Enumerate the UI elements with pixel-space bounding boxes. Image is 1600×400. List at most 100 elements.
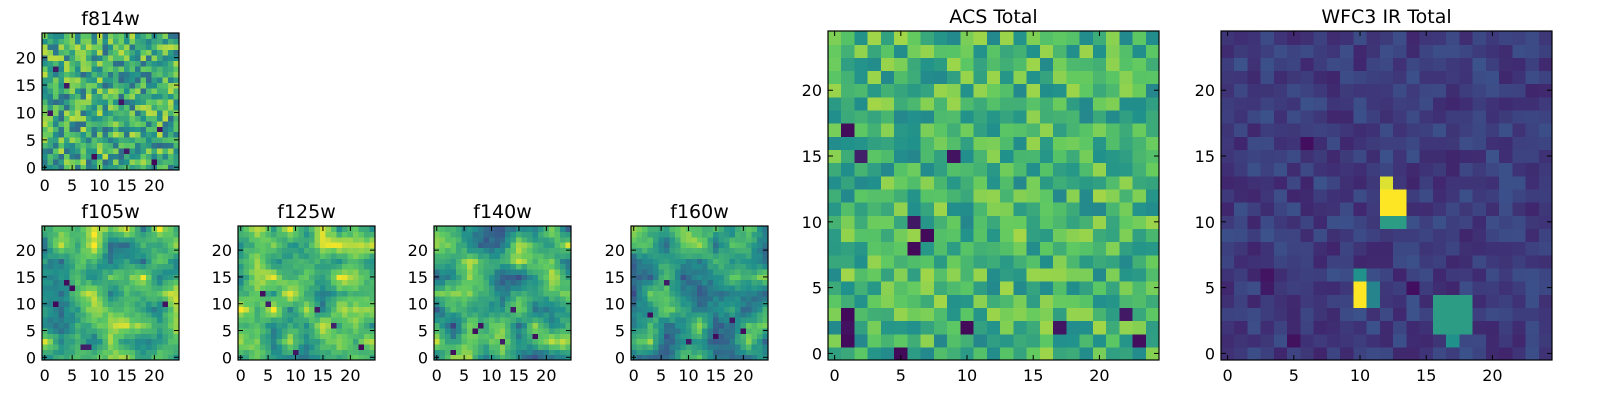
heatmap-cell [1353, 70, 1368, 85]
heatmap-cell [102, 242, 109, 249]
heatmap-cell [91, 338, 98, 345]
heatmap-cell [107, 295, 114, 302]
heatmap-cell [841, 149, 856, 164]
heatmap-cell [1079, 96, 1094, 111]
heatmap-cell [281, 242, 288, 249]
heatmap-cell [74, 93, 81, 100]
heatmap-cell [135, 115, 142, 122]
heatmap-cell [342, 231, 349, 238]
heatmap-cell [151, 317, 158, 324]
heatmap-cell [757, 349, 764, 356]
heatmap-cell [74, 120, 81, 127]
heatmap-cell [907, 136, 922, 151]
heatmap-cell [342, 284, 349, 291]
heatmap-cell [129, 279, 136, 286]
heatmap-cell [434, 322, 441, 329]
heatmap-cell [162, 109, 169, 116]
heatmap-cell [466, 284, 473, 291]
heatmap-cell [477, 301, 484, 307]
heatmap-cell [516, 295, 523, 302]
heatmap-cell [565, 252, 572, 259]
heatmap-cell [1106, 228, 1120, 243]
heatmap-cell [287, 301, 294, 307]
heatmap-cell [96, 43, 103, 51]
heatmap-cell [450, 354, 457, 361]
heatmap-cell [243, 333, 250, 340]
heatmap-cell [746, 317, 753, 324]
heatmap-cell [549, 343, 556, 350]
heatmap-cell [1366, 202, 1381, 216]
heatmap-cell [281, 306, 288, 313]
heatmap-cell [342, 263, 349, 270]
heatmap-cell [140, 104, 147, 111]
heatmap-cell [565, 258, 572, 265]
heatmap-cell [674, 327, 681, 334]
heatmap-cell [1053, 307, 1067, 322]
heatmap-cell [173, 258, 180, 265]
heatmap-cell [729, 338, 736, 345]
heatmap-cell [450, 226, 457, 232]
heatmap-cell [369, 236, 376, 243]
heatmap-cell [488, 301, 495, 307]
heatmap-cell [102, 327, 109, 334]
heatmap-cell [762, 263, 769, 270]
heatmap-cell [168, 76, 175, 83]
heatmap-cell [102, 43, 109, 51]
heatmap-cell [309, 354, 316, 361]
heatmap-cell [74, 104, 81, 111]
heatmap-cell [740, 258, 747, 265]
heatmap-cell [735, 274, 742, 281]
heatmap-cell [69, 137, 76, 144]
heatmap-cell [124, 148, 131, 155]
heatmap-cell [1313, 333, 1328, 348]
heatmap-cell [724, 311, 731, 318]
heatmap-cell [1119, 123, 1134, 137]
heatmap-cell [1221, 149, 1235, 164]
heatmap-cell [841, 320, 856, 335]
y-tick-label: 15 [802, 147, 822, 166]
heatmap-cell [713, 268, 720, 275]
heatmap-cell [516, 268, 523, 275]
heatmap-cell [521, 354, 528, 361]
heatmap-cell [762, 231, 769, 238]
heatmap-cell [336, 301, 343, 307]
heatmap-cell [735, 354, 742, 361]
heatmap-cell [1446, 188, 1460, 203]
heatmap-cell [960, 44, 975, 58]
heatmap-cell [527, 284, 534, 291]
heatmap-cell [146, 290, 153, 297]
heatmap-cell [740, 322, 747, 329]
heatmap-cell [1234, 241, 1249, 256]
heatmap-cell [1092, 162, 1107, 177]
heatmap-cell [157, 349, 164, 356]
heatmap-cell [1406, 162, 1421, 177]
heatmap-cell [124, 247, 131, 254]
heatmap-cell [1092, 96, 1107, 111]
heatmap-cell [1512, 307, 1527, 322]
heatmap-cell [973, 202, 988, 216]
heatmap-cell [510, 279, 517, 286]
heatmap-cell [1013, 281, 1028, 295]
heatmap-cell [494, 268, 501, 275]
heatmap-cell [102, 317, 109, 324]
heatmap-cell [560, 242, 567, 249]
heatmap-cell [1106, 83, 1120, 98]
heatmap-cell [369, 252, 376, 259]
heatmap-cell [320, 343, 327, 350]
heatmap-cell [538, 311, 545, 318]
heatmap-cell [713, 252, 720, 259]
heatmap-cell [1145, 254, 1160, 269]
heatmap-cell [168, 338, 175, 345]
heatmap-cell [757, 343, 764, 350]
heatmap-cell [248, 268, 256, 275]
heatmap-cell [1326, 281, 1341, 295]
heatmap-cell [369, 284, 376, 291]
heatmap-cell [724, 301, 731, 307]
heatmap-cell [718, 231, 725, 238]
heatmap-cell [696, 268, 703, 275]
heatmap-cell [1026, 83, 1041, 98]
heatmap-cell [1406, 320, 1421, 335]
heatmap-cell [867, 294, 882, 308]
heatmap-cell [713, 327, 720, 334]
heatmap-cell [1119, 215, 1134, 229]
